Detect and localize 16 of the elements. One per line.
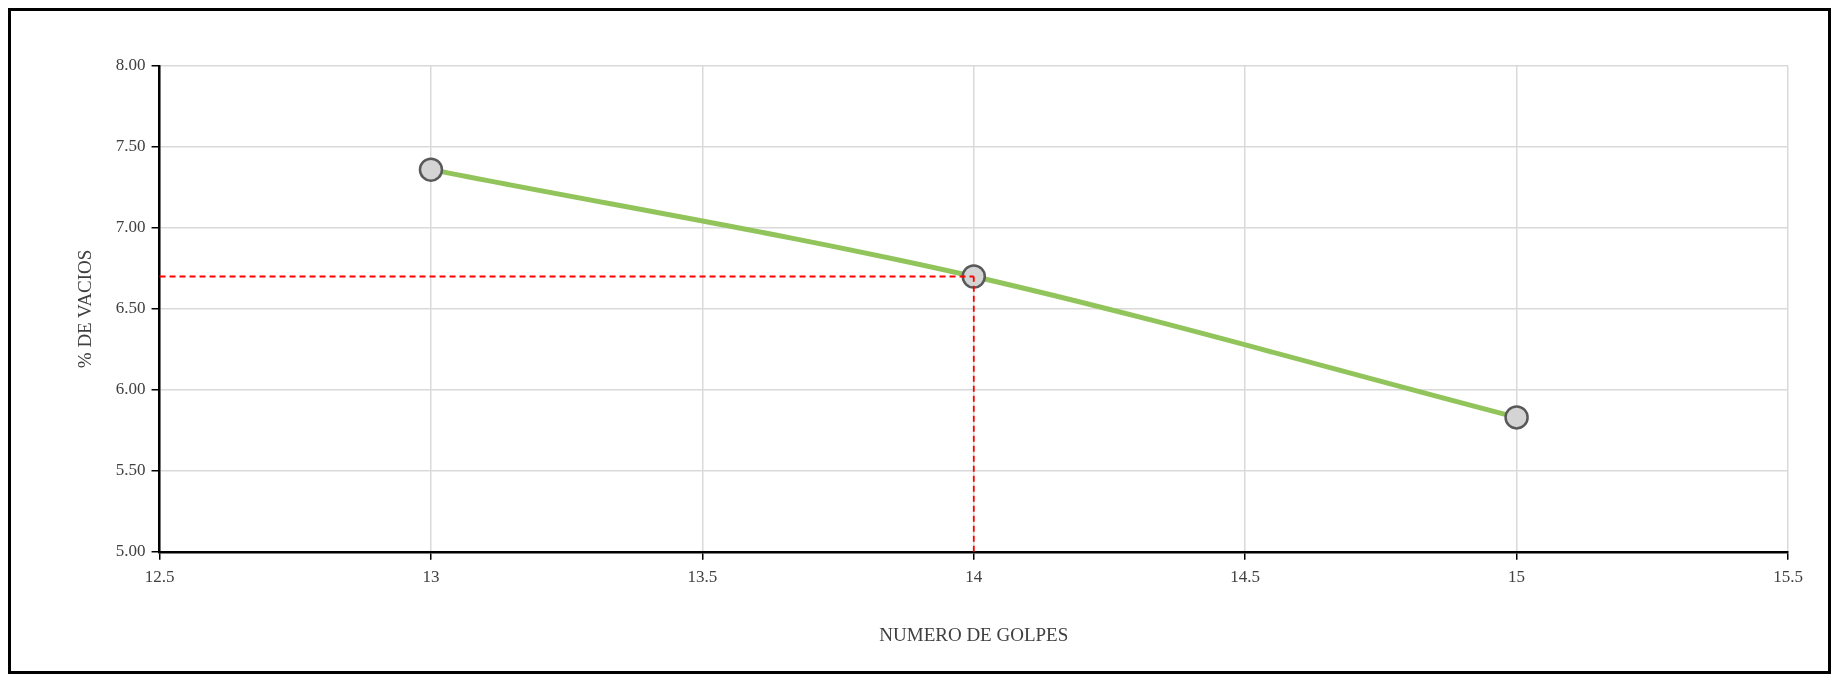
y-tick-label: 7.50 bbox=[115, 136, 146, 156]
x-tick-label: 15.5 bbox=[1773, 567, 1803, 587]
y-tick-label: 6.00 bbox=[115, 379, 146, 399]
x-tick-label: 14 bbox=[965, 567, 983, 587]
x-tick-label: 15 bbox=[1508, 567, 1526, 587]
x-tick-label: 12.5 bbox=[144, 567, 175, 587]
y-tick-label: 8.00 bbox=[115, 55, 146, 75]
y-tick-label: 5.50 bbox=[115, 460, 146, 480]
y-axis-title: % DE VACIOS bbox=[74, 249, 96, 369]
y-tick-label: 5.00 bbox=[115, 541, 146, 561]
y-tick-label: 7.00 bbox=[115, 217, 146, 237]
x-tick-label: 14.5 bbox=[1230, 567, 1261, 587]
x-tick-label: 13.5 bbox=[687, 567, 718, 587]
x-tick-label: 13 bbox=[422, 567, 440, 587]
x-axis-title: NUMERO DE GOLPES bbox=[879, 623, 1069, 645]
y-tick-label: 6.50 bbox=[115, 298, 146, 318]
